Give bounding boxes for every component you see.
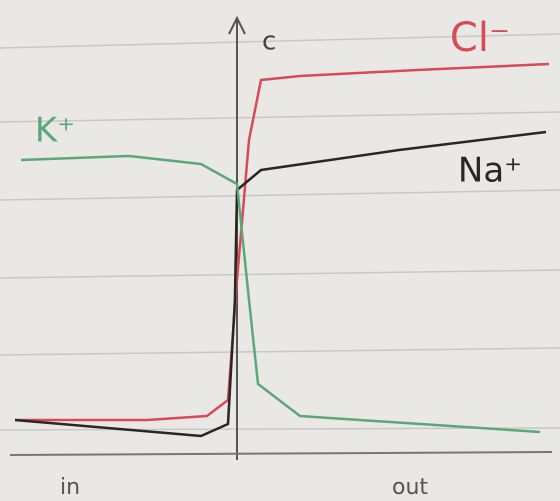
chart: c in out Cl⁻ Na⁺ K⁺ — [0, 0, 560, 501]
y-axis-label: c — [262, 27, 276, 57]
region-label: out — [392, 475, 428, 500]
series-label: K⁺ — [35, 111, 75, 151]
region-label: in — [60, 475, 80, 500]
series-label: Cl⁻ — [450, 15, 510, 61]
series-label: Na⁺ — [458, 151, 522, 191]
